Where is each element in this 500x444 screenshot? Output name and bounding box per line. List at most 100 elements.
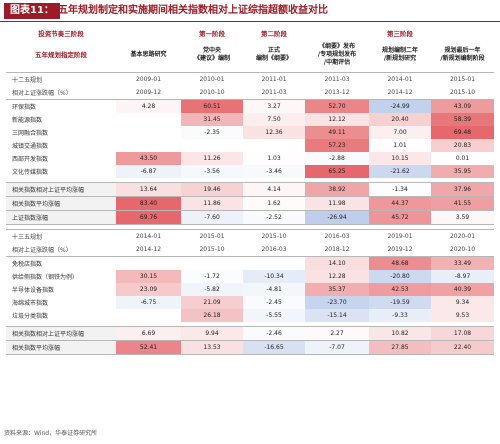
value-cell: 43.50 bbox=[116, 152, 181, 165]
value-cell: 11.26 bbox=[181, 152, 243, 165]
summary-row: 相关指数相对上证平均涨幅 13.64 19.46 4.14 38.92 -1.34 37.9… bbox=[6, 182, 494, 197]
stage-header-1: 基本思路研究 bbox=[130, 51, 167, 58]
index-row: 免税店指数 14.10 48.68 33.49 bbox=[6, 256, 494, 270]
index-row-label: 文化传媒指数 bbox=[12, 169, 49, 176]
period-end: 2009-12 bbox=[116, 86, 181, 100]
value-cell: -15.14 bbox=[305, 309, 369, 322]
index-row: 三网融合指数 -2.35 12.36 49.11 7.00 69.48 bbox=[6, 126, 494, 139]
value-cell: -2.35 bbox=[181, 126, 243, 139]
value-cell: -7.60 bbox=[181, 210, 243, 225]
value-cell: -9.33 bbox=[369, 309, 431, 322]
period-end: 2015-10 bbox=[181, 243, 243, 257]
value-cell: -3.46 bbox=[243, 165, 305, 178]
plan13-period-start-row: 十三五规划 2014-01 2015-01 2015-10 2016-03 2019-01… bbox=[6, 229, 494, 243]
value-cell: 21.09 bbox=[181, 296, 243, 309]
index-row-label: 海绵城市指数 bbox=[12, 300, 49, 307]
value-cell: 3.59 bbox=[431, 210, 494, 225]
value-cell: 43.09 bbox=[431, 99, 494, 113]
value-cell: 69.76 bbox=[116, 210, 181, 225]
value-cell: 20.40 bbox=[369, 113, 431, 126]
value-cell: -23.70 bbox=[305, 296, 369, 309]
figure-title: 五年规划制定和实施期间相关指数相对上证综指超额收益对比 bbox=[58, 5, 328, 16]
excess-return-table: 投资节奏三阶段 第一阶段 第二阶段 第三阶段 五年规划指定阶段 基本思路研究 党中央 《建议… bbox=[6, 26, 494, 355]
value-cell: 45.72 bbox=[369, 210, 431, 225]
value-cell: 33.49 bbox=[431, 256, 494, 270]
period-start: 2009-01 bbox=[116, 72, 181, 86]
plan12-period-end-row: 相对上证涨跌幅（%） 2009-12 2010-10 2011-03 2013-12 20… bbox=[6, 86, 494, 100]
period-end: 2018-12 bbox=[305, 243, 369, 257]
index-row: 新能源指数 31.45 7.50 12.12 20.40 58.39 bbox=[6, 113, 494, 126]
period-start: 2011-03 bbox=[305, 72, 369, 86]
index-row: 环保指数 4.28 60.51 3.27 52.70 -24.99 43.09 bbox=[6, 99, 494, 113]
period-start: 2020-01 bbox=[431, 229, 494, 243]
stage-header-4: 《纲要》发布 /专项规划发布 /中期评估 bbox=[317, 43, 357, 66]
value-cell: 6.69 bbox=[116, 326, 181, 341]
index-row-label: 西部开发指数 bbox=[12, 156, 49, 163]
value-cell: 7.00 bbox=[369, 126, 431, 139]
value-cell: 12.28 bbox=[305, 270, 369, 283]
value-cell: 22.40 bbox=[431, 340, 494, 355]
period-start: 2015-10 bbox=[243, 229, 305, 243]
value-cell: 0.01 bbox=[431, 152, 494, 165]
index-row-label: 城镇交通指数 bbox=[12, 143, 49, 150]
value-cell: -10.34 bbox=[243, 270, 305, 283]
value-cell bbox=[116, 113, 181, 126]
period-start: 2011-01 bbox=[243, 72, 305, 86]
index-row-label: 新能源指数 bbox=[12, 117, 43, 124]
value-cell: -5.55 bbox=[243, 309, 305, 322]
value-cell: 19.46 bbox=[181, 182, 243, 197]
summary-row-label: 相关指数相对上证平均涨幅 bbox=[6, 326, 116, 341]
value-cell: 13.53 bbox=[181, 340, 243, 355]
value-cell: -5.82 bbox=[181, 283, 243, 296]
summary-row-label: 相关指数相对上证平均涨幅 bbox=[6, 182, 116, 197]
value-cell: -20.80 bbox=[369, 270, 431, 283]
phase-header-label: 投资节奏三阶段 bbox=[38, 30, 84, 38]
period-start: 2019-01 bbox=[369, 229, 431, 243]
value-cell: 14.10 bbox=[305, 256, 369, 270]
index-row-label: 三网融合指数 bbox=[12, 130, 49, 137]
summary-row-label: 相关指数平均涨幅 bbox=[6, 196, 116, 211]
value-cell: 23.09 bbox=[116, 283, 181, 296]
phase-header-blank bbox=[431, 26, 494, 42]
value-cell: -1.34 bbox=[369, 182, 431, 197]
value-cell: -2.88 bbox=[305, 152, 369, 165]
value-cell: 10.15 bbox=[369, 152, 431, 165]
period-end: 2019-12 bbox=[369, 243, 431, 257]
value-cell: 52.70 bbox=[305, 99, 369, 113]
summary-row: 相关指数平均涨幅 83.40 11.86 1.62 11.98 44.37 41.55 bbox=[6, 196, 494, 211]
period-start: 2014-01 bbox=[369, 72, 431, 86]
phase-header-blank bbox=[116, 26, 181, 42]
value-cell: -6.75 bbox=[116, 296, 181, 309]
value-cell: 12.12 bbox=[305, 113, 369, 126]
value-cell: 57.23 bbox=[305, 139, 369, 152]
value-cell: 11.98 bbox=[305, 196, 369, 211]
source-note: 资料来源：Wind，华泰证券研究所 bbox=[4, 430, 98, 437]
value-cell bbox=[116, 256, 181, 270]
value-cell: 58.39 bbox=[431, 113, 494, 126]
header-row-stages: 五年规划指定阶段 基本思路研究 党中央 《建议》编制 正式 编制《纲要》 《纲要》发布 … bbox=[6, 42, 494, 68]
title-rule bbox=[0, 21, 500, 22]
value-cell: 44.37 bbox=[369, 196, 431, 211]
index-row-label: 环保指数 bbox=[6, 99, 116, 113]
value-cell: -8.97 bbox=[431, 270, 494, 283]
value-cell: 10.82 bbox=[369, 326, 431, 341]
value-cell: -4.81 bbox=[243, 283, 305, 296]
value-cell: 4.28 bbox=[116, 99, 181, 113]
summary-row-label: 相关指数平均涨幅 bbox=[6, 340, 116, 355]
value-cell: 9.53 bbox=[431, 309, 494, 322]
value-cell: 13.64 bbox=[116, 182, 181, 197]
value-cell: 1.03 bbox=[243, 152, 305, 165]
value-cell: 7.50 bbox=[243, 113, 305, 126]
index-row-label: 垃圾分类指数 bbox=[12, 313, 49, 320]
value-cell: -2.52 bbox=[243, 210, 305, 225]
value-cell: -7.07 bbox=[305, 340, 369, 355]
plan-name: 十三五规划 bbox=[6, 229, 116, 243]
value-cell: 40.39 bbox=[431, 283, 494, 296]
index-row: 文化传媒指数 -6.87 -3.56 -3.46 65.25 -21.62 35.95 bbox=[6, 165, 494, 178]
value-cell: 38.92 bbox=[305, 182, 369, 197]
index-row-label: 免税店指数 bbox=[6, 256, 116, 270]
value-cell: 9.94 bbox=[181, 326, 243, 341]
period-end: 2020-10 bbox=[431, 243, 494, 257]
index-row: 半导体设备指数 23.09 -5.82 -4.81 35.37 42.53 40.39 bbox=[6, 283, 494, 296]
value-cell bbox=[116, 309, 181, 322]
